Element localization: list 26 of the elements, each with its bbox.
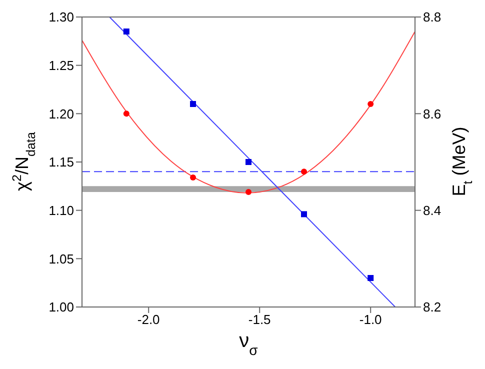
- point: [246, 188, 252, 195]
- x-tick-label: -2.0: [137, 312, 160, 328]
- point: [190, 101, 196, 107]
- y2-tick-label: 8.2: [423, 300, 442, 315]
- point: [301, 211, 307, 218]
- point: [368, 101, 374, 107]
- y-tick-label: 1.30: [48, 10, 74, 25]
- y-tick-label: 1.25: [48, 58, 74, 73]
- y-tick-label: 1.00: [48, 300, 74, 315]
- y-tick-label: 1.20: [48, 106, 74, 122]
- y-tick-label: 1.15: [48, 154, 74, 170]
- x-tick-label: -1.5: [248, 312, 271, 328]
- x-axis-title: ν$_{σ}$: [239, 330, 258, 358]
- y2-tick-label: 8.8: [423, 10, 442, 25]
- line-series: [82, 31, 415, 194]
- point: [368, 275, 374, 281]
- point: [246, 159, 252, 165]
- x-tick-label: -1.0: [359, 312, 382, 328]
- point: [301, 168, 307, 175]
- point: [123, 28, 130, 34]
- y2-tick-label: 8.4: [423, 202, 442, 218]
- point: [190, 174, 196, 180]
- y-tick-label: 1.05: [48, 251, 74, 266]
- y-tick-label: 1.10: [48, 202, 74, 218]
- point: [123, 110, 130, 117]
- y2-tick-label: 8.6: [423, 106, 442, 122]
